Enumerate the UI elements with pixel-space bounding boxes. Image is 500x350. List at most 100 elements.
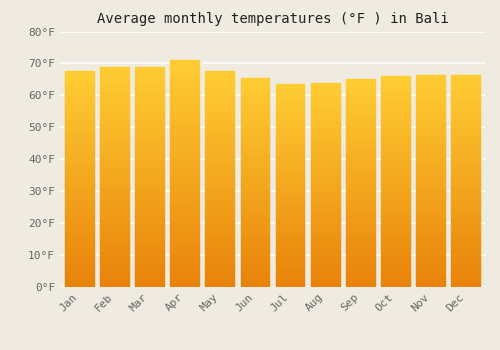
Bar bbox=[276, 178, 304, 180]
Bar bbox=[135, 160, 164, 161]
Bar bbox=[135, 235, 164, 236]
Bar bbox=[170, 260, 199, 261]
Bar bbox=[100, 191, 129, 192]
Bar bbox=[452, 124, 480, 125]
Bar bbox=[100, 68, 129, 69]
Bar bbox=[170, 180, 199, 182]
Bar bbox=[381, 150, 410, 151]
Bar bbox=[311, 228, 340, 229]
Bar bbox=[240, 245, 270, 246]
Bar bbox=[135, 212, 164, 213]
Bar bbox=[240, 135, 270, 137]
Bar bbox=[135, 110, 164, 111]
Bar bbox=[452, 119, 480, 120]
Bar bbox=[135, 248, 164, 250]
Bar bbox=[452, 215, 480, 216]
Bar bbox=[346, 203, 374, 204]
Bar bbox=[240, 216, 270, 217]
Bar bbox=[240, 226, 270, 228]
Bar bbox=[311, 131, 340, 132]
Bar bbox=[135, 152, 164, 153]
Bar bbox=[170, 189, 199, 191]
Bar bbox=[276, 253, 304, 254]
Bar bbox=[416, 210, 445, 212]
Bar bbox=[416, 274, 445, 275]
Bar bbox=[381, 256, 410, 257]
Bar bbox=[170, 135, 199, 136]
Bar bbox=[170, 203, 199, 204]
Bar bbox=[452, 139, 480, 140]
Bar bbox=[135, 257, 164, 258]
Bar bbox=[240, 215, 270, 216]
Bar bbox=[276, 154, 304, 155]
Bar bbox=[206, 278, 234, 279]
Bar bbox=[381, 206, 410, 207]
Bar bbox=[452, 126, 480, 127]
Bar bbox=[416, 235, 445, 236]
Bar bbox=[65, 120, 94, 121]
Bar bbox=[452, 230, 480, 231]
Bar bbox=[346, 224, 374, 225]
Bar bbox=[416, 222, 445, 223]
Bar bbox=[100, 213, 129, 214]
Bar bbox=[206, 94, 234, 95]
Bar bbox=[452, 116, 480, 117]
Bar bbox=[206, 91, 234, 92]
Bar bbox=[276, 103, 304, 104]
Bar bbox=[100, 159, 129, 160]
Bar bbox=[416, 203, 445, 204]
Bar bbox=[452, 89, 480, 90]
Bar bbox=[135, 274, 164, 275]
Bar bbox=[346, 246, 374, 247]
Bar bbox=[276, 117, 304, 118]
Bar bbox=[346, 253, 374, 254]
Bar bbox=[135, 186, 164, 187]
Bar bbox=[346, 197, 374, 198]
Bar bbox=[381, 107, 410, 108]
Bar bbox=[416, 148, 445, 149]
Bar bbox=[452, 158, 480, 159]
Bar bbox=[452, 110, 480, 111]
Bar bbox=[240, 125, 270, 126]
Bar bbox=[100, 182, 129, 183]
Bar bbox=[240, 276, 270, 278]
Bar bbox=[240, 183, 270, 184]
Bar bbox=[240, 261, 270, 262]
Bar bbox=[276, 283, 304, 284]
Bar bbox=[240, 240, 270, 241]
Bar bbox=[135, 97, 164, 99]
Bar bbox=[346, 150, 374, 151]
Bar bbox=[240, 272, 270, 273]
Bar bbox=[100, 89, 129, 90]
Bar bbox=[346, 101, 374, 102]
Bar bbox=[206, 235, 234, 236]
Bar bbox=[135, 191, 164, 192]
Bar bbox=[135, 163, 164, 165]
Bar bbox=[381, 192, 410, 193]
Bar bbox=[452, 254, 480, 255]
Bar bbox=[381, 208, 410, 209]
Bar bbox=[452, 278, 480, 279]
Bar bbox=[170, 70, 199, 72]
Bar bbox=[135, 209, 164, 210]
Bar bbox=[170, 79, 199, 80]
Bar bbox=[170, 236, 199, 237]
Bar bbox=[416, 217, 445, 218]
Bar bbox=[311, 253, 340, 254]
Bar bbox=[206, 245, 234, 246]
Bar bbox=[170, 193, 199, 194]
Bar bbox=[452, 159, 480, 160]
Bar bbox=[206, 215, 234, 216]
Bar bbox=[276, 217, 304, 218]
Bar bbox=[381, 207, 410, 208]
Bar bbox=[170, 93, 199, 94]
Bar bbox=[206, 225, 234, 227]
Bar bbox=[276, 205, 304, 206]
Bar bbox=[311, 99, 340, 100]
Bar bbox=[65, 260, 94, 261]
Bar bbox=[276, 85, 304, 86]
Bar bbox=[381, 198, 410, 200]
Bar bbox=[135, 241, 164, 242]
Bar bbox=[65, 263, 94, 264]
Bar bbox=[170, 196, 199, 197]
